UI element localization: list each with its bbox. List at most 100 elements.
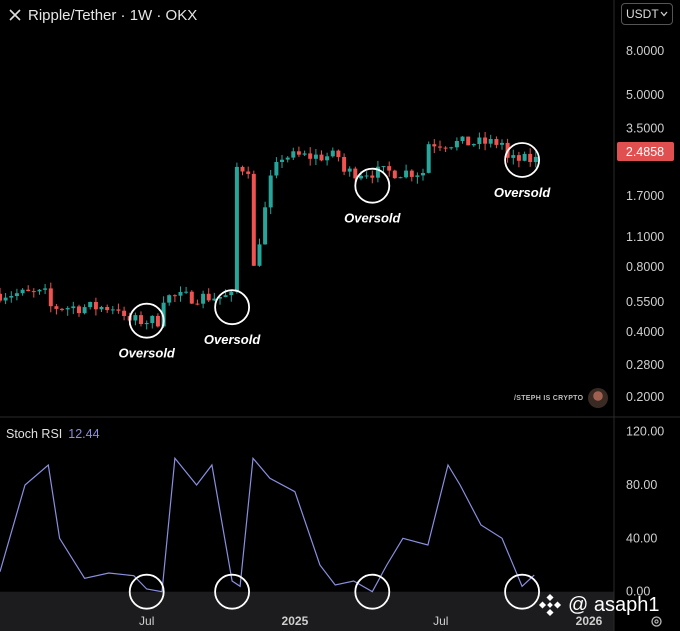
indicator-name: Stoch RSI [6, 427, 63, 441]
candle-body [438, 146, 442, 148]
current-price-label: 2.4858 [626, 145, 664, 159]
candle-body [421, 173, 425, 176]
rsi-axis: 120.00 80.00 40.00 0.00 [626, 425, 664, 599]
candle-body [488, 139, 493, 144]
candle-body [415, 175, 420, 177]
candle-body [342, 157, 347, 172]
chevron-down-icon [660, 11, 668, 17]
candle-body [347, 168, 352, 172]
price-axis: 8.0000 5.0000 3.5000 1.7000 1.1000 0.8000 0.55… [626, 44, 664, 404]
candle-body [54, 306, 59, 309]
candle-body [353, 168, 358, 179]
candle-body [71, 306, 76, 309]
time-tick: 2026 [576, 614, 603, 628]
candle-body [370, 175, 375, 178]
candle-body [3, 297, 8, 301]
chart-title: Ripple/Tether · 1W · OKX [28, 6, 198, 24]
candle-body [449, 147, 454, 149]
candle-body [172, 295, 177, 297]
candle-body [466, 136, 471, 146]
candle-body [477, 137, 482, 144]
time-tick: Jul [433, 614, 448, 628]
price-tick: 0.5500 [626, 295, 664, 309]
candle-body [398, 177, 403, 179]
candle-body [302, 153, 307, 155]
currency-selector[interactable]: USDT [621, 3, 673, 25]
candle-body [404, 170, 409, 178]
candle-body [195, 303, 200, 305]
candle-body [257, 244, 262, 266]
candle-body [184, 291, 189, 293]
stoch-rsi-line [0, 456, 535, 593]
candle-body [375, 166, 380, 178]
candle-body [263, 207, 268, 245]
oversold-label: Oversold [344, 211, 401, 226]
rsi-tick: 40.00 [626, 531, 657, 545]
price-tick: 5.0000 [626, 88, 664, 102]
candle-body [511, 155, 516, 158]
candle-body [99, 307, 104, 310]
candle-body [460, 136, 465, 141]
candle-body [387, 166, 392, 171]
oversold-price-circle [128, 302, 165, 339]
candle-body [116, 309, 121, 311]
rsi-tick: 80.00 [626, 478, 657, 492]
oversold-label: Oversold [119, 346, 176, 361]
candle-body [319, 154, 324, 161]
indicator-legend[interactable]: Stoch RSI 12.44 [6, 427, 100, 441]
close-icon[interactable] [8, 8, 22, 22]
candle-body [443, 147, 448, 149]
candle-body [471, 144, 476, 146]
oversold-label: Oversold [494, 185, 551, 200]
candle-body [9, 296, 14, 298]
candle-body [336, 150, 341, 157]
candle-body [0, 293, 2, 301]
oversold-rsi-circle [354, 573, 391, 610]
candle-body [139, 315, 143, 324]
candle-body [359, 175, 363, 179]
candle-body [392, 170, 397, 179]
candle-body [178, 292, 183, 296]
oversold-price-circle [504, 142, 540, 178]
candle-body [167, 295, 172, 303]
price-tick: 8.0000 [626, 44, 664, 58]
candle-body [88, 302, 93, 308]
watermark-text: /STEPH IS CRYPTO [514, 394, 584, 402]
candle-body [161, 302, 166, 327]
candle-body [14, 293, 19, 296]
candle-body [325, 156, 330, 161]
price-tick: 0.2800 [626, 358, 664, 372]
gear-icon[interactable] [650, 615, 663, 628]
watermark: /STEPH IS CRYPTO [514, 388, 609, 408]
candle-body [313, 154, 318, 159]
candle-body [133, 315, 138, 321]
candle-body [122, 310, 127, 316]
binance-icon [538, 593, 562, 617]
candle-body [291, 151, 296, 158]
candle-body [285, 157, 290, 160]
chart-header: Ripple/Tether · 1W · OKX [0, 0, 197, 30]
indicator-value: 12.44 [68, 427, 100, 441]
oversold-rsi-circle [214, 573, 251, 610]
candle-body [494, 139, 499, 145]
candle-body [308, 153, 313, 159]
stoch-rsi-series [0, 456, 535, 593]
oversold-circles [128, 142, 540, 610]
candle-body [212, 298, 217, 301]
price-tick: 0.8000 [626, 260, 664, 274]
brand-handle: @ asaph1 [568, 593, 660, 616]
candle-body [251, 173, 256, 266]
candle-body [105, 307, 110, 311]
candle-body [65, 308, 70, 310]
oversold-rsi-circle [504, 573, 540, 610]
time-tick: Jul [139, 614, 154, 628]
candle-body [381, 166, 386, 168]
candle-body [240, 166, 245, 172]
candle-body [82, 307, 87, 314]
price-tick: 0.4000 [626, 325, 664, 339]
candle-body [364, 175, 369, 177]
candle-body [189, 291, 194, 304]
candle-body [296, 151, 301, 155]
oversold-label: Oversold [204, 332, 261, 347]
